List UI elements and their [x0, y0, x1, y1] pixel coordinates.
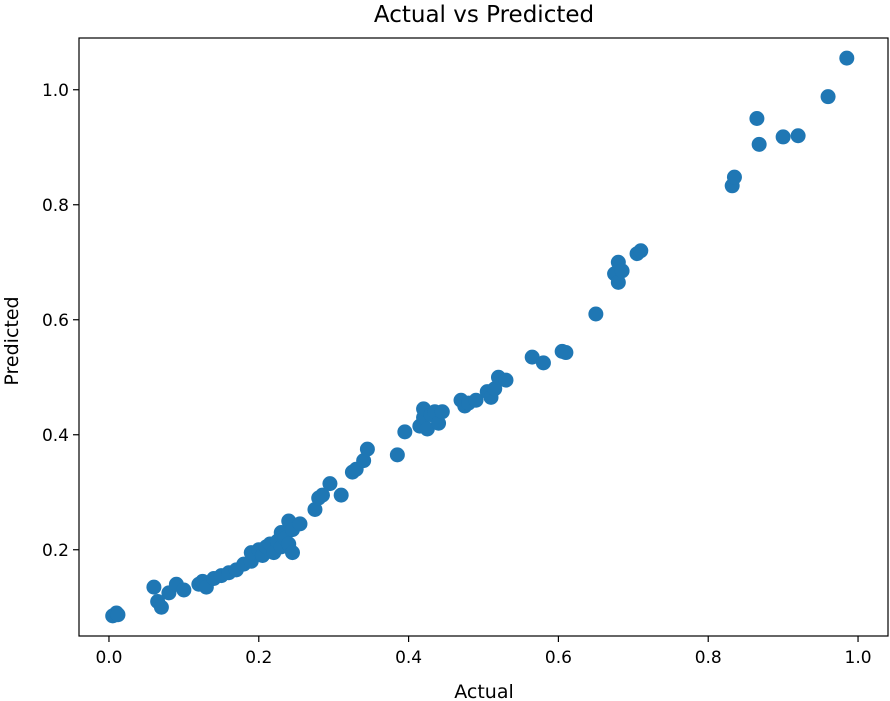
y-tick-label: 0.8 — [42, 196, 69, 216]
y-tick-label: 0.6 — [42, 311, 69, 331]
data-point — [498, 372, 514, 388]
x-tick-label: 0.4 — [395, 648, 422, 668]
data-points — [105, 50, 855, 624]
chart-title: Actual vs Predicted — [374, 2, 594, 28]
plot-frame — [78, 37, 889, 637]
data-point — [614, 263, 630, 279]
data-point — [558, 345, 574, 361]
data-point — [153, 599, 169, 615]
y-axis: 0.2 0.4 0.6 0.8 1.0 — [42, 81, 79, 561]
y-tick-label: 1.0 — [42, 81, 69, 101]
data-point — [333, 487, 349, 503]
data-point — [633, 243, 649, 259]
data-point — [431, 415, 447, 431]
data-point — [110, 607, 126, 623]
data-point — [535, 355, 551, 371]
data-point — [775, 129, 791, 145]
data-point — [468, 392, 484, 408]
data-point — [749, 111, 765, 126]
data-point — [419, 421, 435, 437]
data-point — [790, 128, 806, 144]
data-point — [314, 487, 330, 503]
data-point — [176, 582, 192, 598]
y-tick-label: 0.4 — [42, 426, 69, 446]
data-point — [839, 50, 855, 66]
data-point — [322, 476, 338, 492]
x-axis-label: Actual — [454, 681, 514, 701]
x-tick-label: 0.8 — [695, 648, 722, 668]
data-point — [356, 453, 372, 469]
data-point — [820, 89, 836, 105]
x-tick-label: 0.2 — [245, 648, 272, 668]
x-tick-label: 1.0 — [845, 648, 872, 668]
data-point — [397, 424, 413, 440]
y-axis-label: Predicted — [1, 296, 23, 385]
data-point — [292, 516, 308, 532]
data-point — [307, 502, 323, 517]
data-point — [146, 579, 162, 595]
data-point — [434, 404, 450, 420]
x-axis: 0.0 0.2 0.4 0.6 0.8 1.0 — [95, 636, 872, 668]
data-point — [359, 441, 375, 457]
x-tick-label: 0.0 — [95, 648, 122, 668]
data-point — [487, 381, 503, 397]
data-point — [389, 447, 405, 463]
y-tick-label: 0.2 — [42, 541, 69, 561]
data-point — [726, 169, 742, 185]
x-tick-label: 0.6 — [545, 648, 572, 668]
data-point — [610, 274, 626, 290]
data-point — [588, 306, 604, 322]
data-point — [284, 545, 300, 561]
data-point — [751, 136, 767, 152]
data-point — [524, 349, 540, 365]
